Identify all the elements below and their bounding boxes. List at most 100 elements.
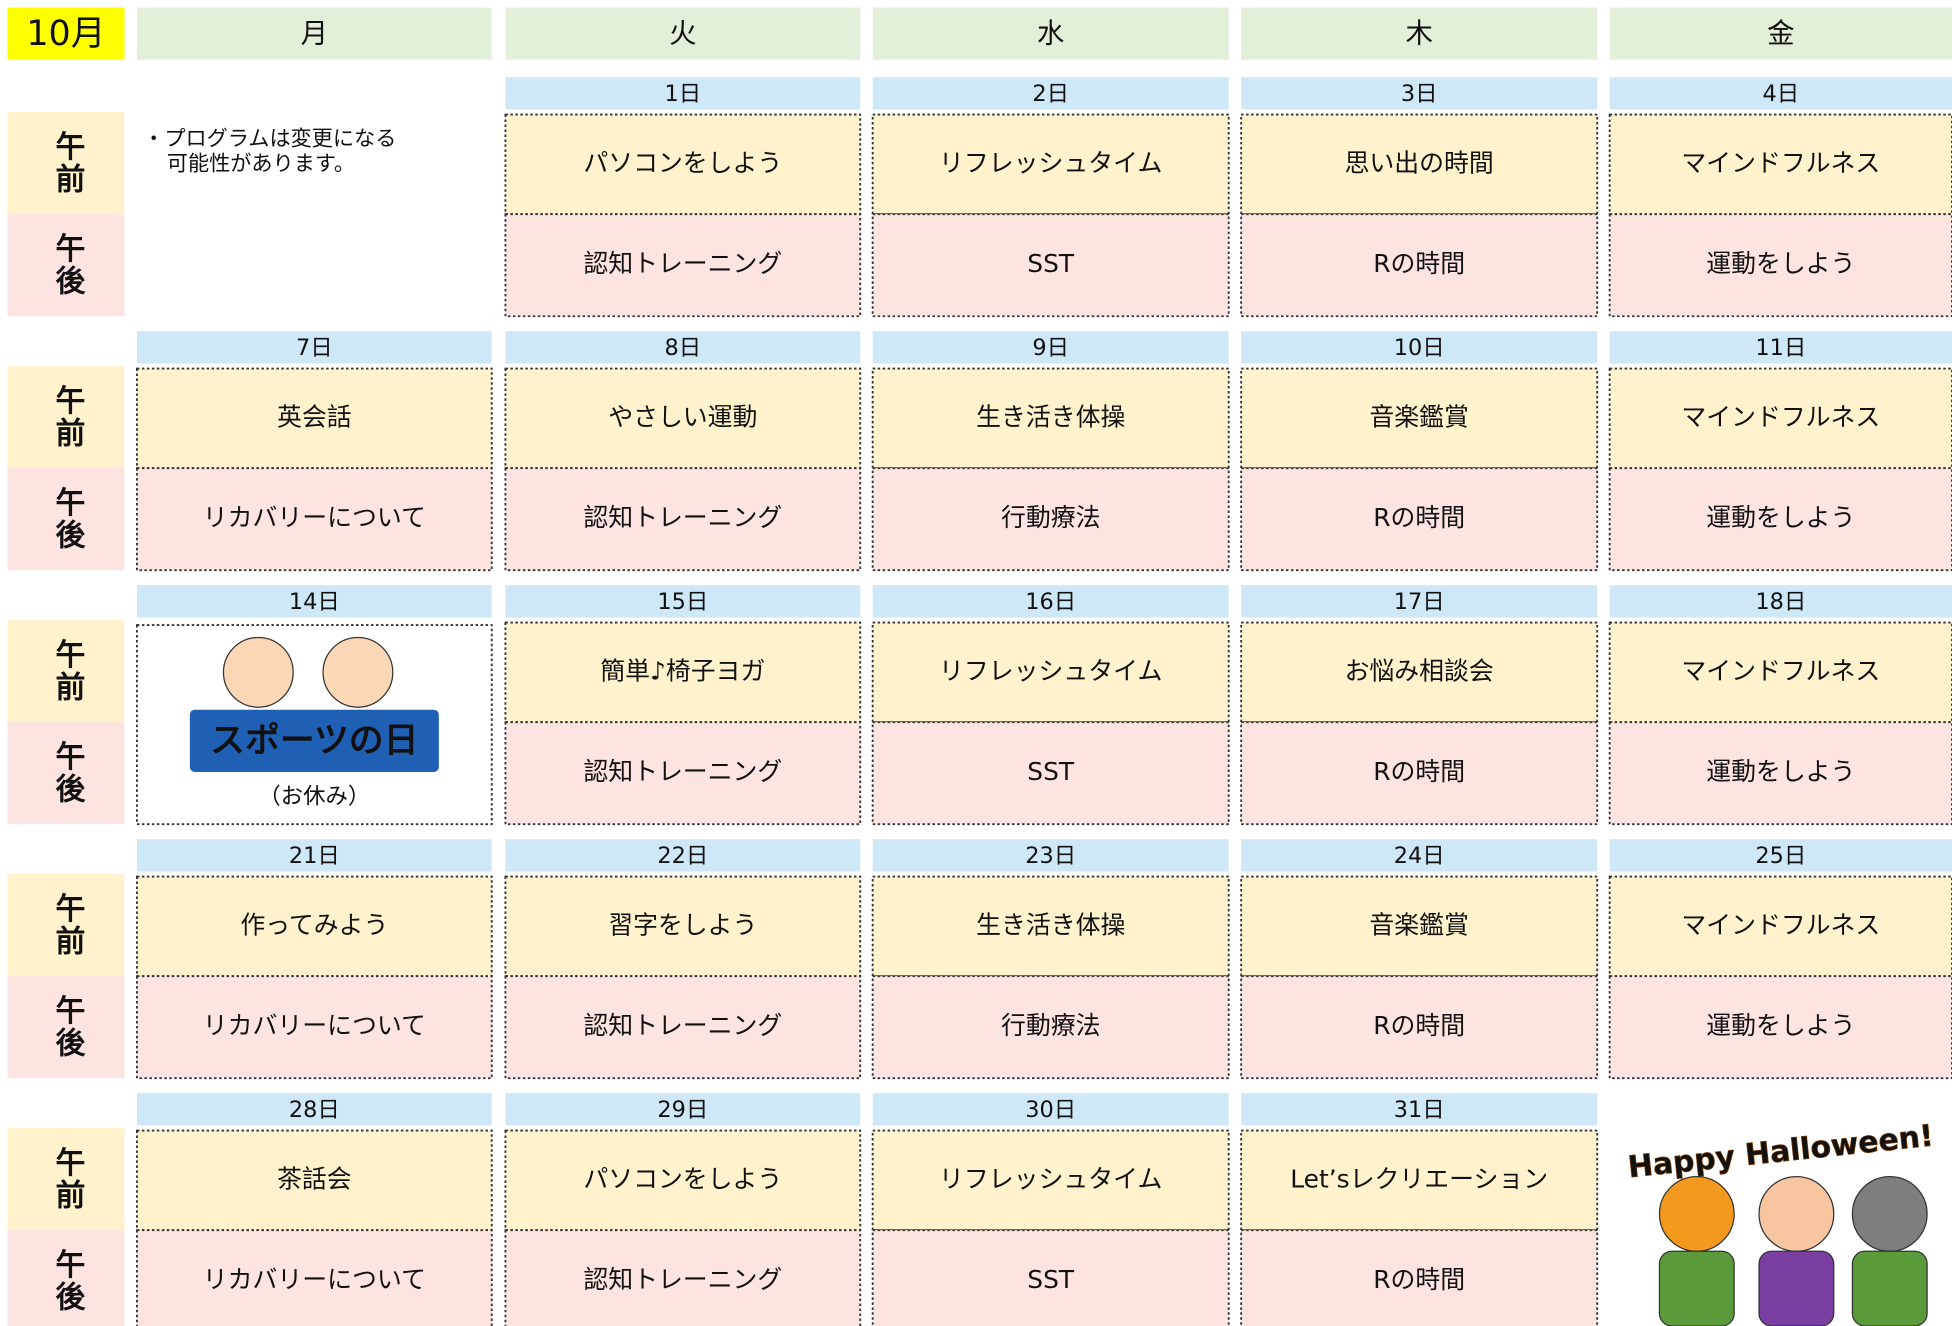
date-bar bbox=[872, 839, 1229, 872]
pm-cell bbox=[871, 975, 1230, 1080]
period-label: 午前 bbox=[49, 1147, 85, 1212]
am-program: 音楽鑑賞 bbox=[1369, 910, 1468, 939]
date-bar bbox=[1609, 585, 1952, 618]
period-label: 午後 bbox=[49, 487, 85, 552]
pm-program: SST bbox=[1027, 249, 1075, 278]
date: 30日 bbox=[1025, 1097, 1076, 1123]
halloween-text: Happy Halloween! bbox=[1626, 1118, 1935, 1185]
month-box bbox=[7, 7, 125, 60]
am-cell bbox=[504, 621, 862, 724]
note: 可能性があります。 bbox=[167, 150, 355, 175]
am-cell bbox=[1608, 113, 1952, 216]
pm-program: 運動をしよう bbox=[1706, 503, 1855, 532]
date-bar bbox=[1241, 585, 1598, 618]
date: 3日 bbox=[1401, 81, 1438, 107]
date: 25日 bbox=[1755, 843, 1806, 869]
weekday-header bbox=[505, 7, 861, 60]
period-box bbox=[7, 214, 125, 317]
date-bar bbox=[136, 839, 492, 872]
date-bar bbox=[136, 331, 492, 364]
face bbox=[322, 636, 394, 708]
am-program: 茶話会 bbox=[277, 1164, 352, 1193]
date: 11日 bbox=[1755, 335, 1806, 361]
pm-program: 認知トレーニング bbox=[583, 757, 782, 786]
date-bar bbox=[1609, 839, 1952, 872]
am-cell bbox=[871, 113, 1230, 216]
date-bar bbox=[1609, 77, 1952, 110]
pm-cell bbox=[136, 1229, 493, 1326]
pm-cell bbox=[504, 721, 862, 826]
date: 16日 bbox=[1025, 589, 1076, 615]
date-bar bbox=[136, 585, 492, 618]
date-bar bbox=[1241, 331, 1598, 364]
pm-cell bbox=[871, 467, 1230, 572]
am-program: マインドフルネス bbox=[1681, 656, 1880, 685]
period-label: 午前 bbox=[49, 131, 85, 196]
pm-program: 行動療法 bbox=[1001, 1011, 1100, 1040]
weekday: 月 bbox=[301, 18, 328, 49]
am-program: 習字をしよう bbox=[608, 910, 757, 939]
am-program: マインドフルネス bbox=[1681, 402, 1880, 431]
am-program: 音楽鑑賞 bbox=[1369, 402, 1468, 431]
weekday: 木 bbox=[1405, 18, 1432, 49]
pm-cell bbox=[1608, 721, 1952, 826]
pm-cell bbox=[504, 213, 862, 318]
pm-program: 運動をしよう bbox=[1706, 249, 1855, 278]
character-body bbox=[1658, 1250, 1735, 1326]
character-head bbox=[1851, 1175, 1928, 1252]
pm-program: SST bbox=[1027, 757, 1075, 786]
pm-cell bbox=[1240, 975, 1599, 1080]
date: 31日 bbox=[1394, 1097, 1445, 1123]
period-box bbox=[7, 620, 125, 723]
am-program: マインドフルネス bbox=[1681, 148, 1880, 177]
am-program: パソコンをしよう bbox=[583, 1164, 782, 1193]
pm-cell bbox=[871, 1229, 1230, 1326]
pm-cell bbox=[1608, 975, 1952, 1080]
am-program: 簡単♪椅子ヨガ bbox=[600, 656, 765, 685]
date: 29日 bbox=[657, 1097, 708, 1123]
date-bar bbox=[136, 1093, 492, 1126]
period-label: 午前 bbox=[49, 639, 85, 704]
am-program: Let’sレクリエーション bbox=[1290, 1164, 1548, 1193]
date-bar bbox=[872, 331, 1229, 364]
period-box bbox=[7, 874, 125, 977]
date: 15日 bbox=[657, 589, 708, 615]
date-bar bbox=[1241, 839, 1598, 872]
pm-cell bbox=[1240, 721, 1599, 826]
date-bar bbox=[505, 331, 861, 364]
pm-program: リカバリーについて bbox=[203, 1011, 426, 1040]
am-program: パソコンをしよう bbox=[583, 148, 782, 177]
period-label: 午前 bbox=[49, 893, 85, 958]
am-program: 生き活き体操 bbox=[976, 402, 1125, 431]
date: 23日 bbox=[1025, 843, 1076, 869]
pm-program: 行動療法 bbox=[1001, 503, 1100, 532]
pm-program: 認知トレーニング bbox=[583, 1265, 782, 1294]
am-program: やさしい運動 bbox=[608, 402, 757, 431]
am-cell bbox=[1240, 621, 1599, 724]
weekday-header bbox=[136, 7, 492, 60]
weekday-header bbox=[1609, 7, 1952, 60]
period-box bbox=[7, 976, 125, 1079]
pm-program: Rの時間 bbox=[1373, 757, 1465, 786]
date-bar bbox=[505, 1093, 861, 1126]
character-head bbox=[1658, 1175, 1735, 1252]
am-cell bbox=[1240, 875, 1599, 978]
am-program: 作ってみよう bbox=[240, 910, 388, 939]
pm-program: Rの時間 bbox=[1373, 503, 1465, 532]
holiday-caption: （お休み） bbox=[258, 783, 370, 809]
pm-cell bbox=[871, 213, 1230, 318]
pm-program: Rの時間 bbox=[1373, 1265, 1465, 1294]
date: 14日 bbox=[289, 589, 340, 615]
weekday: 水 bbox=[1037, 18, 1064, 49]
pm-cell bbox=[504, 1229, 862, 1326]
am-program: リフレッシュタイム bbox=[939, 656, 1162, 685]
date: 2日 bbox=[1032, 81, 1069, 107]
am-program: リフレッシュタイム bbox=[939, 1164, 1162, 1193]
period-label: 午後 bbox=[49, 995, 85, 1060]
character-body bbox=[1851, 1250, 1928, 1326]
period-box bbox=[7, 1128, 125, 1231]
month: 10月 bbox=[26, 14, 105, 54]
period-label: 午後 bbox=[49, 1249, 85, 1314]
am-cell bbox=[871, 1129, 1230, 1232]
